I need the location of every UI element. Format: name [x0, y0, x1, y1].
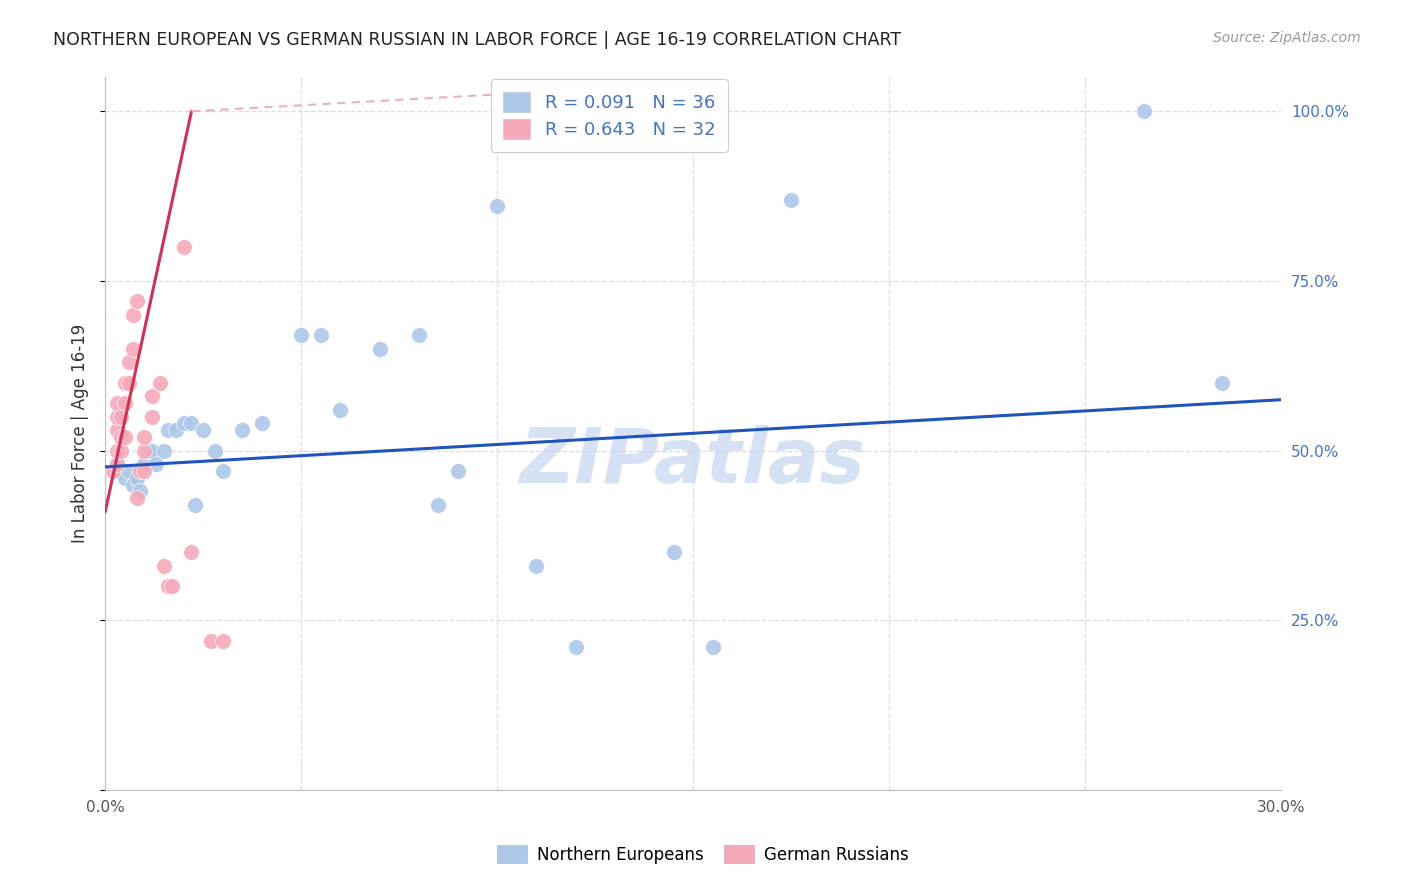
- Point: [110, 464, 132, 478]
- Point: [309, 328, 332, 343]
- Point: [180, 545, 202, 559]
- Point: [105, 396, 128, 410]
- Point: [662, 545, 685, 559]
- Point: [524, 558, 547, 573]
- Point: [250, 417, 273, 431]
- Point: [125, 471, 148, 485]
- Point: [145, 457, 167, 471]
- Point: [134, 457, 156, 471]
- Point: [114, 396, 136, 410]
- Point: [136, 443, 159, 458]
- Point: [447, 464, 470, 478]
- Point: [121, 308, 143, 322]
- Point: [564, 640, 586, 655]
- Point: [110, 430, 132, 444]
- Point: [173, 240, 195, 254]
- Point: [780, 193, 803, 207]
- Point: [105, 409, 128, 424]
- Point: [114, 471, 136, 485]
- Point: [105, 457, 128, 471]
- Point: [368, 342, 391, 356]
- Point: [105, 443, 128, 458]
- Point: [110, 409, 132, 424]
- Point: [114, 430, 136, 444]
- Point: [173, 417, 195, 431]
- Point: [105, 423, 128, 437]
- Point: [165, 423, 187, 437]
- Point: [486, 199, 509, 213]
- Point: [134, 464, 156, 478]
- Point: [427, 498, 450, 512]
- Point: [231, 423, 253, 437]
- Point: [290, 328, 312, 343]
- Point: [193, 423, 215, 437]
- Point: [114, 376, 136, 390]
- Point: [101, 464, 124, 478]
- Point: [121, 342, 143, 356]
- Text: Source: ZipAtlas.com: Source: ZipAtlas.com: [1213, 31, 1361, 45]
- Point: [118, 376, 141, 390]
- Point: [329, 403, 352, 417]
- Point: [118, 464, 141, 478]
- Point: [184, 498, 207, 512]
- Point: [1211, 376, 1233, 390]
- Point: [408, 328, 430, 343]
- Point: [160, 579, 183, 593]
- Point: [141, 409, 163, 424]
- Point: [134, 443, 156, 458]
- Point: [129, 464, 152, 478]
- Text: NORTHERN EUROPEAN VS GERMAN RUSSIAN IN LABOR FORCE | AGE 16-19 CORRELATION CHART: NORTHERN EUROPEAN VS GERMAN RUSSIAN IN L…: [53, 31, 901, 49]
- Point: [110, 443, 132, 458]
- Text: ZIPatlas: ZIPatlas: [520, 425, 866, 500]
- Point: [141, 443, 163, 458]
- Point: [204, 443, 226, 458]
- Point: [1133, 104, 1156, 119]
- Point: [149, 376, 172, 390]
- Legend: Northern Europeans, German Russians: Northern Europeans, German Russians: [491, 838, 915, 871]
- Point: [702, 640, 724, 655]
- Point: [156, 423, 179, 437]
- Y-axis label: In Labor Force | Age 16-19: In Labor Force | Age 16-19: [72, 324, 89, 543]
- Point: [125, 294, 148, 309]
- Point: [211, 464, 233, 478]
- Point: [129, 484, 152, 499]
- Point: [153, 558, 176, 573]
- Point: [121, 477, 143, 491]
- Point: [118, 355, 141, 369]
- Point: [105, 457, 128, 471]
- Point: [200, 633, 222, 648]
- Point: [153, 443, 176, 458]
- Point: [211, 633, 233, 648]
- Point: [156, 579, 179, 593]
- Point: [134, 430, 156, 444]
- Point: [125, 491, 148, 505]
- Legend: R = 0.091   N = 36, R = 0.643   N = 32: R = 0.091 N = 36, R = 0.643 N = 32: [491, 79, 728, 152]
- Point: [180, 417, 202, 431]
- Point: [141, 389, 163, 403]
